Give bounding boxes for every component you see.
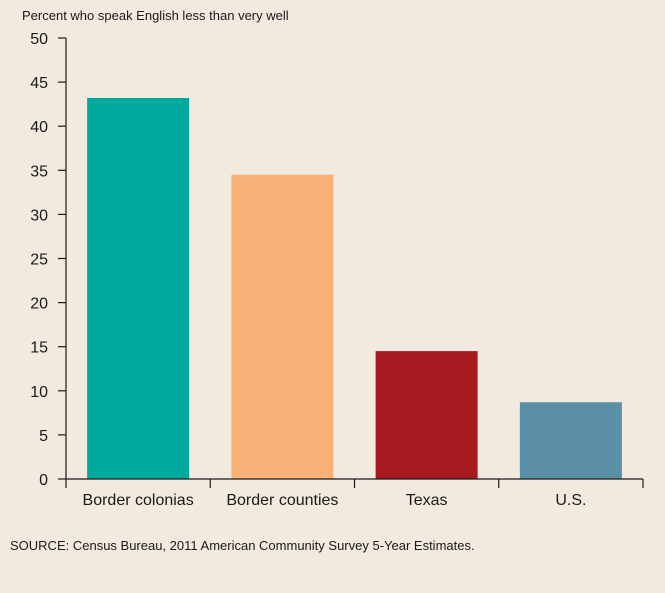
bar xyxy=(375,351,478,479)
x-tick-label: Border counties xyxy=(226,492,338,509)
bar xyxy=(87,97,190,479)
y-tick-label: 25 xyxy=(30,252,48,269)
y-axis: 0 5 10 15 20 25 30 35 40 45 50 xyxy=(30,31,67,489)
x-tick-label: Texas xyxy=(406,492,448,509)
x-tick-label: Border colonias xyxy=(83,492,194,509)
y-axis-label: Percent who speak English less than very… xyxy=(22,8,289,23)
bars xyxy=(87,97,622,479)
y-tick-label: 10 xyxy=(30,384,48,401)
y-tick-label: 20 xyxy=(30,296,48,313)
y-tick-label: 35 xyxy=(30,163,48,180)
x-axis: Border colonias Border counties Texas U.S. xyxy=(65,478,644,509)
y-tick-label: 0 xyxy=(39,472,48,489)
y-tick-label: 15 xyxy=(30,340,48,357)
y-tick-label: 5 xyxy=(39,428,48,445)
source-note: SOURCE: Census Bureau, 2011 American Com… xyxy=(10,538,475,553)
bar xyxy=(519,402,622,479)
bar xyxy=(231,174,334,479)
x-tick-label: U.S. xyxy=(555,492,586,509)
y-tick-label: 45 xyxy=(30,75,48,92)
y-tick-label: 40 xyxy=(30,119,48,136)
y-tick-label: 50 xyxy=(30,31,48,48)
y-tick-label: 30 xyxy=(30,207,48,224)
